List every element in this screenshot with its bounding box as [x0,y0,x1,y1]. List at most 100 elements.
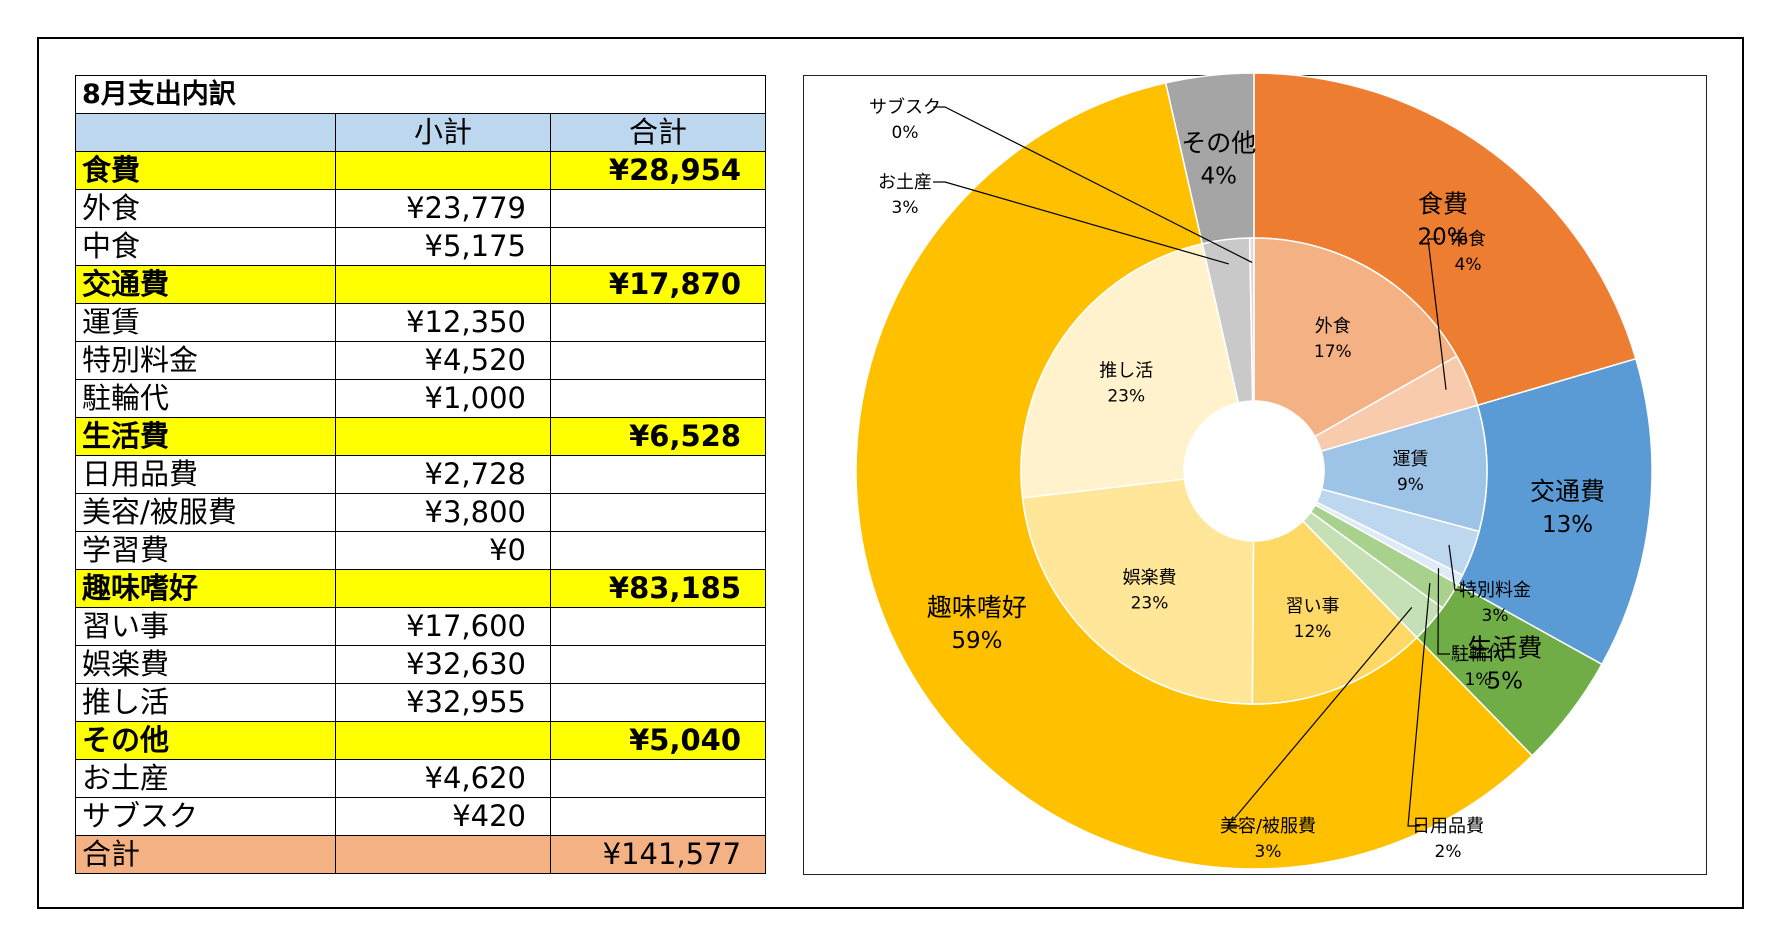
row-name: 趣味嗜好 [75,569,336,608]
table-row: 習い事 ¥17,600 [75,607,767,646]
inner-slice-10 [1020,242,1240,499]
row-subtotal [335,417,551,456]
row-subtotal [335,721,551,760]
leader-line [1427,238,1447,390]
row-subtotal: ¥420 [335,797,551,836]
outer-slice-label: 生活費 [1467,633,1542,662]
category-row: 食費 ¥28,954 [75,151,767,190]
row-name: 日用品費 [75,455,336,494]
leader-pct: 3% [892,198,919,218]
row-name: 学習費 [75,531,336,570]
table-row: 娯楽費 ¥32,630 [75,645,767,684]
row-subtotal: ¥32,955 [335,683,551,722]
leader-pct: 0% [892,123,919,143]
row-name: 習い事 [75,607,336,646]
leader-label: 駐輪代 [1451,644,1505,665]
inner-slice-label: 外食 [1315,316,1351,337]
row-subtotal [335,835,551,874]
category-row: 生活費 ¥6,528 [75,417,767,456]
row-name: 合計 [75,835,336,874]
inner-slice-9 [1021,478,1255,705]
row-name: 美容/被服費 [75,493,336,532]
row-name: 中食 [75,227,336,266]
outer-slice-label: その他 [1181,128,1256,157]
row-subtotal: ¥23,779 [335,189,551,228]
leader-label: 中食 [1450,229,1486,250]
row-subtotal: ¥4,620 [335,759,551,798]
category-row: 交通費 ¥17,870 [75,265,767,304]
table-row: 日用品費 ¥2,728 [75,455,767,494]
outer-slice-pct: 20% [1417,224,1468,250]
row-subtotal: ¥4,520 [335,341,551,380]
row-subtotal: ¥32,630 [335,645,551,684]
table-row: 中食 ¥5,175 [75,227,767,266]
inner-slice-0 [1253,237,1458,438]
row-name: 娯楽費 [75,645,336,684]
row-total [549,797,767,836]
inner-slice-pct: 23% [1107,387,1145,407]
leader-pct: 4% [1455,255,1482,275]
outer-slice-pct: 5% [1487,668,1524,694]
table-row: 推し活 ¥32,955 [75,683,767,722]
inner-slice-pct: 17% [1314,342,1352,362]
table-row: 駐輪代 ¥1,000 [75,379,767,418]
inner-slice-label: 運賃 [1392,449,1428,470]
row-name: 推し活 [75,683,336,722]
leader-line [1448,544,1467,591]
row-name: その他 [75,721,336,760]
row-total [549,455,767,494]
row-total: ¥28,954 [549,151,767,190]
leader-pct: 3% [1255,842,1282,862]
leader-pct: 2% [1435,842,1462,862]
figure-border [37,37,1744,909]
leader-line [1226,606,1413,827]
expense-table: 8月支出内訳 小計 合計 食費 ¥28,954 外食 ¥23,779 中食 ¥5,175 交… [74,75,767,874]
outer-slice-pct: 59% [951,628,1002,654]
outer-slice-pct: 13% [1542,512,1593,538]
row-total [549,493,767,532]
inner-slice-label: 習い事 [1286,596,1340,617]
inner-slice-pct: 12% [1294,622,1332,642]
row-name: サブスク [75,797,336,836]
leader-label: お土産 [878,172,932,193]
inner-slice-pct: 23% [1131,593,1169,613]
leader-label: 美容/被服費 [1220,816,1316,837]
row-subtotal: ¥2,728 [335,455,551,494]
row-name: 駐輪代 [75,379,336,418]
outer-slice-label: 交通費 [1530,477,1605,506]
inner-slice-label: 娯楽費 [1122,567,1176,588]
outer-slice-pct: 4% [1201,163,1238,189]
inner-slice-8 [1251,520,1418,705]
row-subtotal: ¥17,600 [335,607,551,646]
row-total: ¥6,528 [549,417,767,456]
table-row: 美容/被服費 ¥3,800 [75,493,767,532]
leader-label: サブスク [869,96,941,118]
table-row: 学習費 ¥0 [75,531,767,570]
row-subtotal: ¥0 [335,531,551,570]
leader-line [933,181,1229,265]
row-name: 食費 [75,151,336,190]
leader-line [933,106,1253,263]
row-name: お土産 [75,759,336,798]
row-subtotal: ¥3,800 [335,493,551,532]
inner-slice-label: 推し活 [1099,361,1153,382]
row-subtotal [335,569,551,608]
leader-line [1407,583,1431,827]
row-total [549,189,767,228]
row-total: ¥5,040 [549,721,767,760]
table-row: お土産 ¥4,620 [75,759,767,798]
leader-line [1437,568,1450,655]
table-row: 特別料金 ¥4,520 [75,341,767,380]
table-row: サブスク ¥420 [75,797,767,836]
row-name: 特別料金 [75,341,336,380]
leader-pct: 1% [1465,670,1492,690]
leader-label: 特別料金 [1459,580,1531,601]
outer-slice-label: 食費 [1418,189,1468,218]
row-total: ¥83,185 [549,569,767,608]
row-name: 生活費 [75,417,336,456]
table-row: 外食 ¥23,779 [75,189,767,228]
table-row: 運賃 ¥12,350 [75,303,767,342]
row-subtotal: ¥1,000 [335,379,551,418]
header-subtotal: 小計 [335,113,551,152]
